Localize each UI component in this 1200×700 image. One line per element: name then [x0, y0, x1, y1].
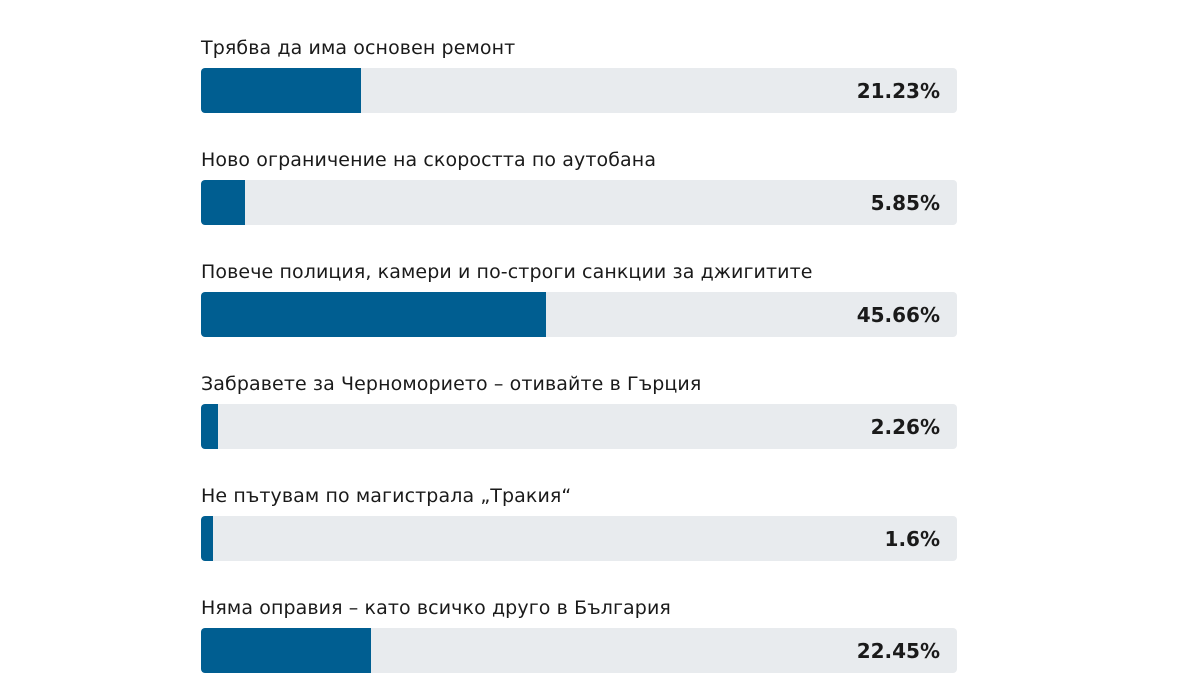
- option-percent-label: 21.23%: [856, 79, 940, 103]
- poll-option: Ново ограничение на скоростта по аутобан…: [201, 140, 957, 252]
- poll-option: Не пътувам по магистрала „Тракия“ 1.6%: [201, 476, 957, 588]
- option-bar-track[interactable]: 21.23%: [201, 68, 957, 113]
- poll-option: Повече полиция, камери и по-строги санкц…: [201, 252, 957, 364]
- option-bar-fill: [201, 516, 214, 561]
- option-bar-track[interactable]: 45.66%: [201, 292, 957, 337]
- option-label: Ново ограничение на скоростта по аутобан…: [201, 149, 657, 171]
- option-percent-label: 45.66%: [856, 303, 940, 327]
- option-bar-fill: [201, 180, 246, 225]
- option-percent-label: 2.26%: [870, 415, 940, 439]
- option-percent-label: 22.45%: [856, 639, 940, 663]
- poll-option: Трябва да има основен ремонт 21.23%: [201, 28, 957, 140]
- option-label: Не пътувам по магистрала „Тракия“: [201, 485, 572, 507]
- option-percent-label: 1.6%: [884, 527, 940, 551]
- option-percent-label: 5.85%: [870, 191, 940, 215]
- option-bar-track[interactable]: 1.6%: [201, 516, 957, 561]
- option-bar-track[interactable]: 2.26%: [201, 404, 957, 449]
- poll-option: Няма оправия – като всичко друго в Бълга…: [201, 588, 957, 700]
- option-label: Повече полиция, камери и по-строги санкц…: [201, 261, 813, 283]
- option-label: Забравете за Черноморието – отивайте в Г…: [201, 373, 702, 395]
- option-bar-track[interactable]: 22.45%: [201, 628, 957, 673]
- option-bar-fill: [201, 292, 547, 337]
- poll-items-list: Трябва да има основен ремонт 21.23% Ново о…: [201, 28, 957, 700]
- poll-option: Забравете за Черноморието – отивайте в Г…: [201, 364, 957, 476]
- option-bar-track[interactable]: 5.85%: [201, 180, 957, 225]
- option-label: Трябва да има основен ремонт: [201, 37, 516, 59]
- poll-results: Трябва да има основен ремонт 21.23% Ново о…: [201, 28, 957, 700]
- option-bar-fill: [201, 628, 371, 673]
- option-bar-fill: [201, 68, 362, 113]
- option-label: Няма оправия – като всичко друго в Бълга…: [201, 597, 671, 619]
- option-bar-fill: [201, 404, 219, 449]
